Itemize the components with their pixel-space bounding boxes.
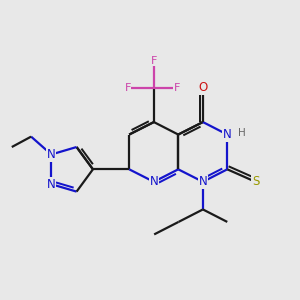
Text: N: N <box>47 178 56 191</box>
Text: O: O <box>198 81 208 94</box>
Text: F: F <box>174 82 180 93</box>
Text: N: N <box>223 128 232 141</box>
Text: F: F <box>151 56 157 66</box>
Text: N: N <box>47 148 56 161</box>
Text: H: H <box>238 128 245 138</box>
Text: F: F <box>124 82 131 93</box>
Text: N: N <box>149 175 158 188</box>
Text: S: S <box>252 175 259 188</box>
Text: N: N <box>199 175 207 188</box>
